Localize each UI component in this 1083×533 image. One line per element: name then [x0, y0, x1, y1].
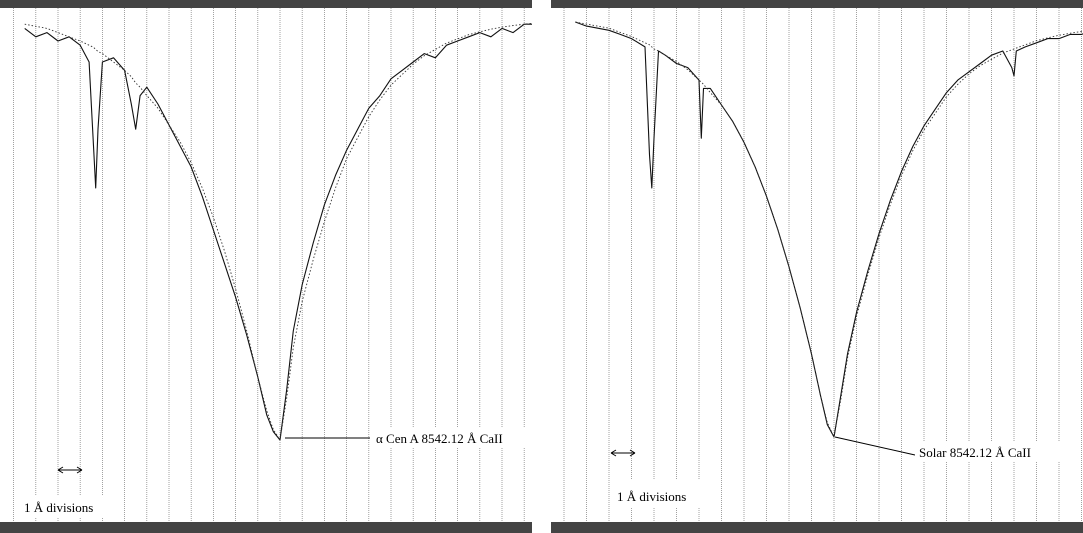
- line-annotation: α Cen A 8542.12 Å CaII: [376, 431, 503, 446]
- spectrum-lines: [24, 22, 532, 441]
- grid-lines: [0, 0, 532, 533]
- observed-spectrum-line: [24, 23, 532, 441]
- model-profile-line: [575, 21, 1083, 438]
- solar-spectrum-chart: 1 Å divisions Solar 8542.12 Å CaII: [551, 0, 1083, 533]
- scale-label: 1 Å divisions: [617, 489, 686, 504]
- alpha-cen-a-spectrum-panel: 1 Å divisions α Cen A 8542.12 Å CaII: [0, 0, 532, 533]
- alpha-cen-a-spectrum-chart: 1 Å divisions α Cen A 8542.12 Å CaII: [0, 0, 532, 533]
- spectrum-lines: [575, 21, 1083, 438]
- solar-spectrum-panel: 1 Å divisions Solar 8542.12 Å CaII: [551, 0, 1083, 533]
- line-annotation: Solar 8542.12 Å CaII: [919, 445, 1031, 460]
- frame-bottom: [0, 522, 532, 533]
- observed-spectrum-line: [575, 21, 1083, 438]
- scale-label: 1 Å divisions: [24, 500, 93, 515]
- scale-arrow-icon: [57, 466, 83, 474]
- scale-arrow-icon: [610, 449, 636, 457]
- frame-top: [0, 0, 532, 8]
- frame-bottom: [551, 522, 1083, 533]
- frame-top: [551, 0, 1083, 8]
- annotation-leader-line: [834, 436, 916, 456]
